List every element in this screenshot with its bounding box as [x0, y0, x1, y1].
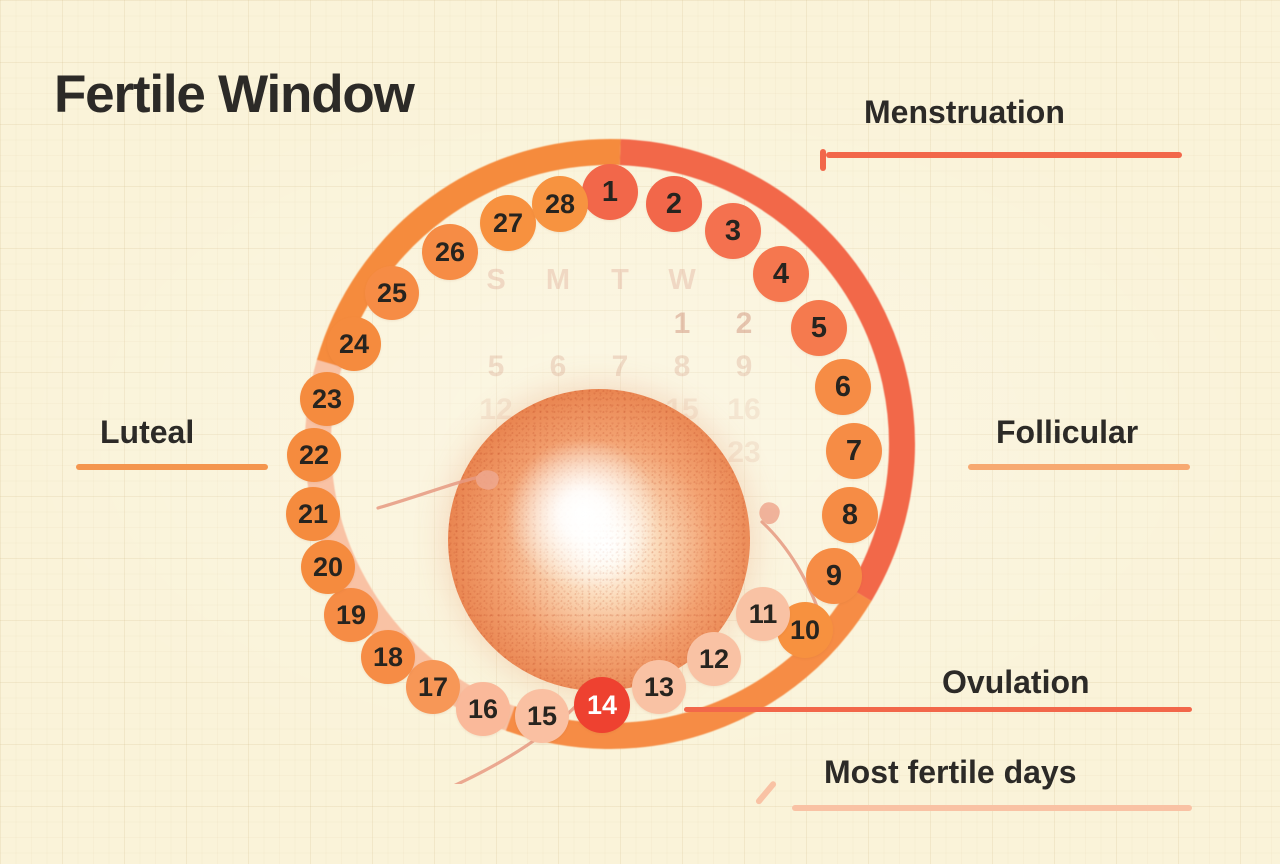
day-number-label: 11 [748, 598, 778, 629]
day-circle-19[interactable]: 19 [324, 588, 378, 642]
label-most-fertile-days: Most fertile days [824, 754, 1077, 790]
day-circle-25[interactable]: 25 [365, 266, 419, 320]
day-circle-21[interactable]: 21 [286, 487, 340, 541]
day-circle-1[interactable]: 1 [582, 164, 638, 220]
day-number-label: 25 [376, 277, 408, 308]
day-number-label: 17 [417, 671, 449, 702]
day-number-label: 24 [338, 328, 370, 359]
rule-luteal [76, 464, 268, 470]
page-title: Fertile Window [54, 64, 415, 124]
day-number-label: 1 [601, 175, 619, 208]
day-number-label: 3 [724, 214, 742, 247]
luteal-arc [316, 139, 621, 368]
day-circle-23[interactable]: 23 [300, 372, 354, 426]
day-circle-9[interactable]: 9 [806, 548, 862, 604]
day-number-label: 4 [772, 257, 790, 290]
egg-nucleus-glow [508, 439, 658, 589]
rule-follicular [968, 464, 1190, 470]
day-number-label: 6 [834, 370, 852, 403]
day-circle-2[interactable]: 2 [646, 176, 702, 232]
day-circle-11[interactable]: 11 [736, 587, 790, 641]
day-circle-5[interactable]: 5 [791, 300, 847, 356]
rule-most-fertile-days [792, 805, 1192, 811]
day-number-label: 7 [845, 434, 863, 467]
day-circle-18[interactable]: 18 [361, 630, 415, 684]
day-circle-20[interactable]: 20 [301, 540, 355, 594]
day-circle-22[interactable]: 22 [287, 428, 341, 482]
day-circle-15[interactable]: 15 [515, 689, 569, 743]
egg-cell-illustration [448, 389, 750, 691]
rule-ovulation [684, 707, 1192, 712]
label-ovulation: Ovulation [942, 664, 1090, 700]
day-number-label: 16 [467, 693, 499, 724]
day-number-label: 18 [372, 641, 404, 672]
day-circle-24[interactable]: 24 [327, 317, 381, 371]
day-number-label: 26 [434, 236, 466, 267]
day-number-label: 22 [298, 439, 330, 470]
day-number-label: 23 [311, 383, 343, 414]
rule-menstruation [826, 152, 1182, 158]
day-number-label: 9 [825, 559, 843, 592]
day-number-label: 8 [841, 498, 859, 531]
day-circle-6[interactable]: 6 [815, 359, 871, 415]
day-number-label: 5 [810, 311, 828, 344]
day-number-label: 27 [492, 207, 524, 238]
day-number-label: 13 [643, 671, 675, 702]
day-number-label: 21 [297, 498, 329, 529]
day-number-label: 19 [335, 599, 367, 630]
menstruation-arc [619, 139, 915, 602]
day-number-label: 12 [698, 643, 730, 674]
day-circle-8[interactable]: 8 [822, 487, 878, 543]
day-number-label: 20 [312, 551, 344, 582]
label-follicular: Follicular [996, 414, 1139, 450]
day-number-label: 14 [586, 689, 618, 720]
elbow-menstruation [820, 149, 826, 171]
label-menstruation: Menstruation [864, 94, 1065, 130]
day-circle-14[interactable]: 14 [574, 677, 630, 733]
day-circle-12[interactable]: 12 [687, 632, 741, 686]
day-circle-13[interactable]: 13 [632, 660, 686, 714]
day-number-label: 28 [544, 188, 576, 219]
day-circle-26[interactable]: 26 [422, 224, 478, 280]
day-circle-7[interactable]: 7 [826, 423, 882, 479]
cycle-wheel: SMTW125678912131415161920212223 12345678… [270, 104, 950, 784]
day-number-label: 2 [665, 187, 683, 220]
day-circle-27[interactable]: 27 [480, 195, 536, 251]
label-luteal: Luteal [100, 414, 195, 450]
day-circle-28[interactable]: 28 [532, 176, 588, 232]
day-number-label: 15 [526, 700, 558, 731]
day-circle-16[interactable]: 16 [456, 682, 510, 736]
day-circle-3[interactable]: 3 [705, 203, 761, 259]
day-circle-17[interactable]: 17 [406, 660, 460, 714]
day-number-label: 10 [789, 614, 821, 645]
day-circle-4[interactable]: 4 [753, 246, 809, 302]
